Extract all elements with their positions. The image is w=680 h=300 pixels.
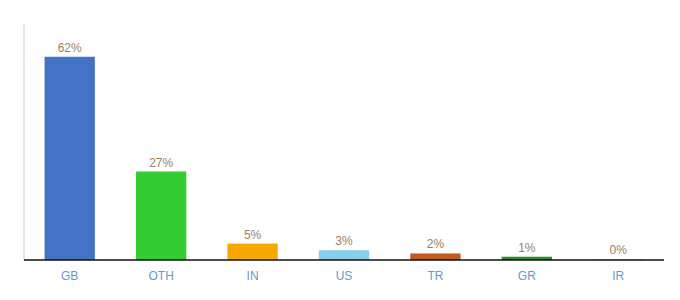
x-tick-labels: GB OTH IN US TR GR IR [61, 269, 625, 283]
bar [227, 244, 277, 260]
bar [45, 57, 95, 260]
x-tick-label: TR [427, 269, 443, 283]
data-label: 5% [244, 228, 262, 242]
data-label: 2% [427, 237, 445, 251]
x-tick-label: GB [61, 269, 78, 283]
chart-svg: 62% 27% 5% 3% 2% 1% 0% GB OTH IN US TR GR IR [0, 0, 680, 300]
x-axis-line [24, 259, 664, 261]
data-label: 27% [149, 156, 173, 170]
data-label: 1% [518, 241, 536, 255]
bars [45, 57, 644, 260]
bar [136, 172, 186, 261]
bar [319, 250, 369, 260]
x-tick-label: US [336, 269, 353, 283]
data-label: 62% [58, 41, 82, 55]
x-tick-label: OTH [148, 269, 173, 283]
x-tick-label: IN [247, 269, 259, 283]
data-labels: 62% 27% 5% 3% 2% 1% 0% [58, 41, 628, 257]
chart-container: 62% 27% 5% 3% 2% 1% 0% GB OTH IN US TR GR IR [0, 0, 680, 300]
x-tick-label: GR [518, 269, 536, 283]
y-axis-line [24, 24, 25, 260]
bar [410, 253, 460, 260]
x-tick-label: IR [612, 269, 624, 283]
data-label: 3% [335, 234, 353, 248]
data-label: 0% [610, 243, 628, 257]
